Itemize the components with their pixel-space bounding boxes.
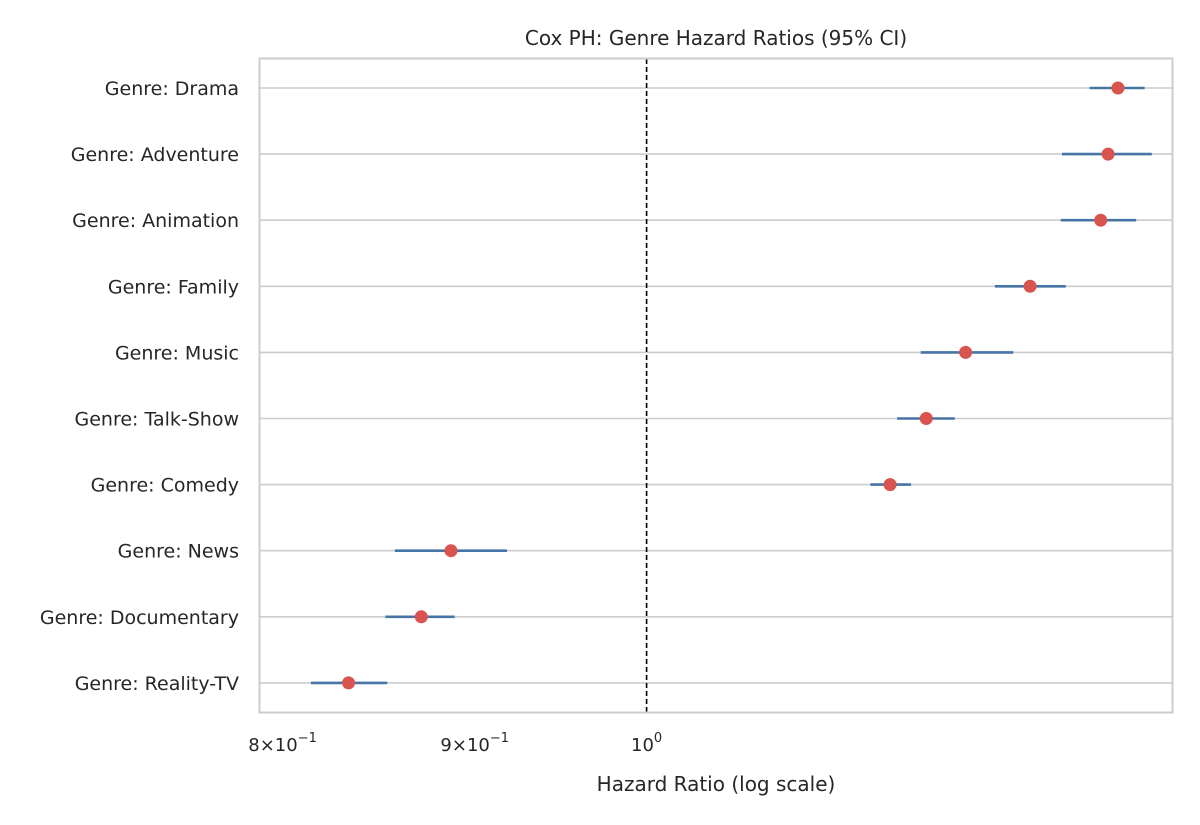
y-tick-label: Genre: News: [118, 541, 239, 563]
x-tick-exponent: −1: [298, 731, 317, 746]
x-tick-exponent: −1: [490, 731, 509, 746]
y-tick-label: Genre: Family: [108, 276, 239, 298]
x-tick-label: 100: [631, 731, 662, 756]
y-tick-labels: Genre: Drama Genre: Adventure Genre: Anima…: [40, 78, 239, 695]
hr-point: [1023, 279, 1037, 293]
hr-point: [919, 412, 933, 425]
x-tick-label: 8×10−1: [248, 731, 317, 756]
x-axis-label: Hazard Ratio (log scale): [597, 772, 836, 796]
y-tick-label: Genre: Documentary: [40, 607, 239, 629]
y-tick-label: Genre: Comedy: [91, 475, 239, 497]
hr-point: [883, 478, 897, 492]
y-tick-label: Genre: Music: [115, 342, 239, 364]
y-tick-label: Genre: Adventure: [71, 144, 239, 166]
hr-point: [342, 676, 356, 690]
hr-point: [1094, 213, 1108, 227]
x-tick-mantissa: 8: [248, 735, 259, 756]
x-tick-mantissa: 9: [440, 735, 451, 756]
hazard-ratio-points: [342, 81, 1125, 690]
y-tick-label: Genre: Animation: [72, 210, 239, 232]
y-tick-label: Genre: Drama: [105, 78, 239, 100]
x-tick-labels: 8×10−1 9×10−1 100: [248, 731, 662, 756]
hr-point: [959, 345, 973, 359]
y-tick-label: Genre: Talk-Show: [75, 409, 240, 431]
chart-title: Cox PH: Genre Hazard Ratios (95% CI): [525, 26, 907, 50]
hr-point: [1101, 147, 1115, 161]
y-tick-label: Genre: Reality-TV: [75, 673, 239, 695]
hr-point: [444, 544, 458, 558]
x-tick-exponent: 0: [654, 731, 662, 746]
hr-point: [414, 610, 428, 624]
hr-point: [1111, 81, 1125, 95]
plot-frame: [258, 57, 1174, 714]
x-tick-label: 9×10−1: [440, 731, 509, 756]
